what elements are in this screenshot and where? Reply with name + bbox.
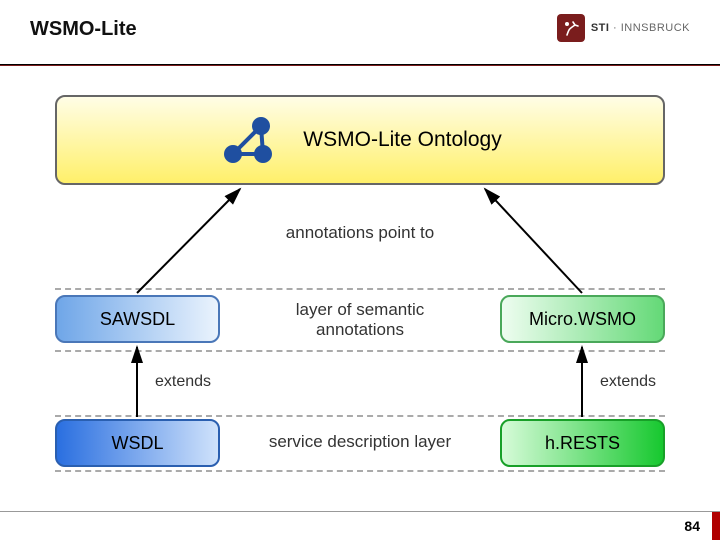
corner-accent [712,512,720,540]
row-label-top: annotations point to [260,223,460,243]
logo-text: STI · INNSBRUCK [591,22,690,34]
ontology-label: WSMO-Lite Ontology [303,128,501,152]
slide: WSMO-Lite STI · INNSBRUCK [0,0,720,540]
microwsmo-label: Micro.WSMO [529,309,636,330]
hrests-box: h.RESTS [500,419,665,467]
page-number: 84 [684,518,700,534]
dash-line [55,288,665,290]
ontology-icon [218,114,278,166]
header-rule [0,64,720,66]
extends-label-right: extends [600,373,656,391]
dash-line [55,470,665,472]
wsdl-label: WSDL [111,433,163,454]
extends-label-left: extends [155,373,211,391]
wsdl-box: WSDL [55,419,220,467]
footer-line [0,511,720,512]
row-label-mid: layer of semantic annotations [260,300,460,339]
dash-line [55,350,665,352]
dash-line [55,415,665,417]
sawsdl-box: SAWSDL [55,295,220,343]
sawsdl-label: SAWSDL [100,309,175,330]
row-label-bottom: service description layer [260,432,460,452]
logo-icon [557,14,585,42]
header: WSMO-Lite STI · INNSBRUCK [30,18,690,58]
hrests-label: h.RESTS [545,433,620,454]
diagram: WSMO-Lite Ontology annotations point to … [55,95,665,485]
ontology-box: WSMO-Lite Ontology [55,95,665,185]
logo: STI · INNSBRUCK [557,14,690,42]
microwsmo-box: Micro.WSMO [500,295,665,343]
